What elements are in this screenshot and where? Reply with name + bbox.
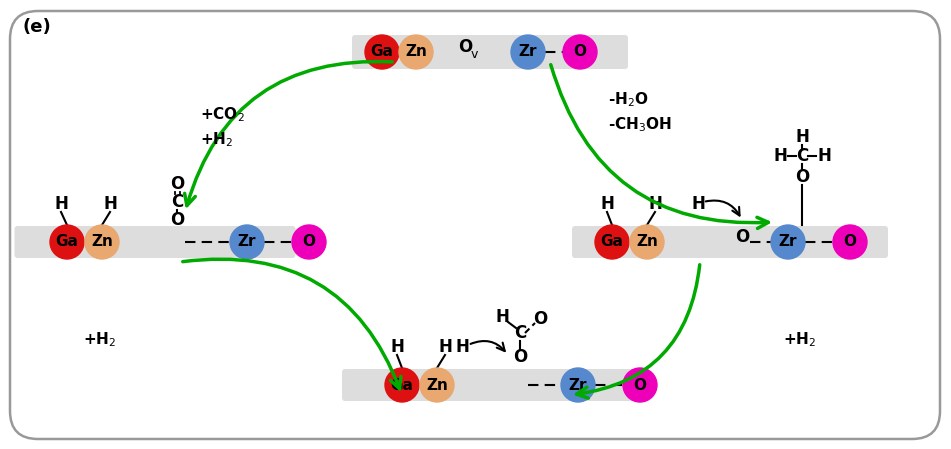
FancyBboxPatch shape (352, 35, 628, 69)
Text: Zn: Zn (636, 234, 658, 250)
Circle shape (420, 368, 454, 402)
Text: +H$_2$: +H$_2$ (200, 131, 233, 150)
Circle shape (365, 35, 399, 69)
Circle shape (292, 225, 326, 259)
Text: -CH$_3$OH: -CH$_3$OH (608, 116, 672, 134)
Text: H: H (691, 195, 705, 213)
FancyBboxPatch shape (572, 226, 888, 258)
Text: C: C (171, 193, 184, 211)
Text: Zn: Zn (426, 378, 448, 392)
Text: +H$_2$: +H$_2$ (784, 330, 817, 349)
Text: -H$_2$O: -H$_2$O (608, 91, 649, 110)
Text: Zr: Zr (238, 234, 256, 250)
Circle shape (595, 225, 629, 259)
Text: +CO$_2$: +CO$_2$ (200, 106, 244, 124)
Text: H: H (54, 195, 68, 213)
Text: Ga: Ga (391, 378, 414, 392)
Text: Ga: Ga (601, 234, 624, 250)
Circle shape (50, 225, 84, 259)
Text: Zr: Zr (569, 378, 588, 392)
Text: Ga: Ga (55, 234, 78, 250)
Text: O: O (795, 168, 809, 186)
Text: O: O (513, 348, 527, 366)
FancyBboxPatch shape (14, 226, 296, 258)
Text: Zn: Zn (91, 234, 113, 250)
Text: v: v (471, 48, 477, 62)
Circle shape (511, 35, 545, 69)
Text: H: H (438, 338, 452, 356)
Circle shape (561, 368, 595, 402)
Text: H: H (456, 338, 469, 356)
Text: H: H (103, 195, 117, 213)
Text: Zr: Zr (779, 234, 797, 250)
Text: H: H (773, 147, 786, 165)
Text: Zn: Zn (405, 44, 427, 60)
Text: H: H (390, 338, 404, 356)
FancyBboxPatch shape (342, 369, 638, 401)
Text: +H$_2$: +H$_2$ (84, 330, 117, 349)
Circle shape (623, 368, 657, 402)
Text: O: O (844, 234, 857, 250)
Circle shape (833, 225, 867, 259)
Circle shape (385, 368, 419, 402)
Text: Ga: Ga (371, 44, 394, 60)
Text: H: H (600, 195, 614, 213)
Circle shape (230, 225, 264, 259)
Text: O: O (735, 228, 749, 246)
Text: H: H (817, 147, 831, 165)
Text: C: C (514, 324, 526, 342)
Text: (e): (e) (22, 18, 50, 36)
Text: O: O (533, 310, 547, 328)
Text: Zr: Zr (518, 44, 537, 60)
Circle shape (771, 225, 805, 259)
Circle shape (563, 35, 597, 69)
Circle shape (85, 225, 119, 259)
Text: H: H (648, 195, 662, 213)
Circle shape (630, 225, 664, 259)
Text: O: O (170, 175, 184, 193)
Text: O: O (573, 44, 587, 60)
Text: O: O (457, 38, 472, 56)
FancyBboxPatch shape (10, 11, 940, 439)
Text: O: O (633, 378, 647, 392)
Text: C: C (796, 147, 808, 165)
Text: H: H (795, 128, 809, 146)
Text: H: H (495, 308, 509, 326)
Text: O: O (302, 234, 316, 250)
Circle shape (399, 35, 433, 69)
Text: O: O (170, 211, 184, 229)
